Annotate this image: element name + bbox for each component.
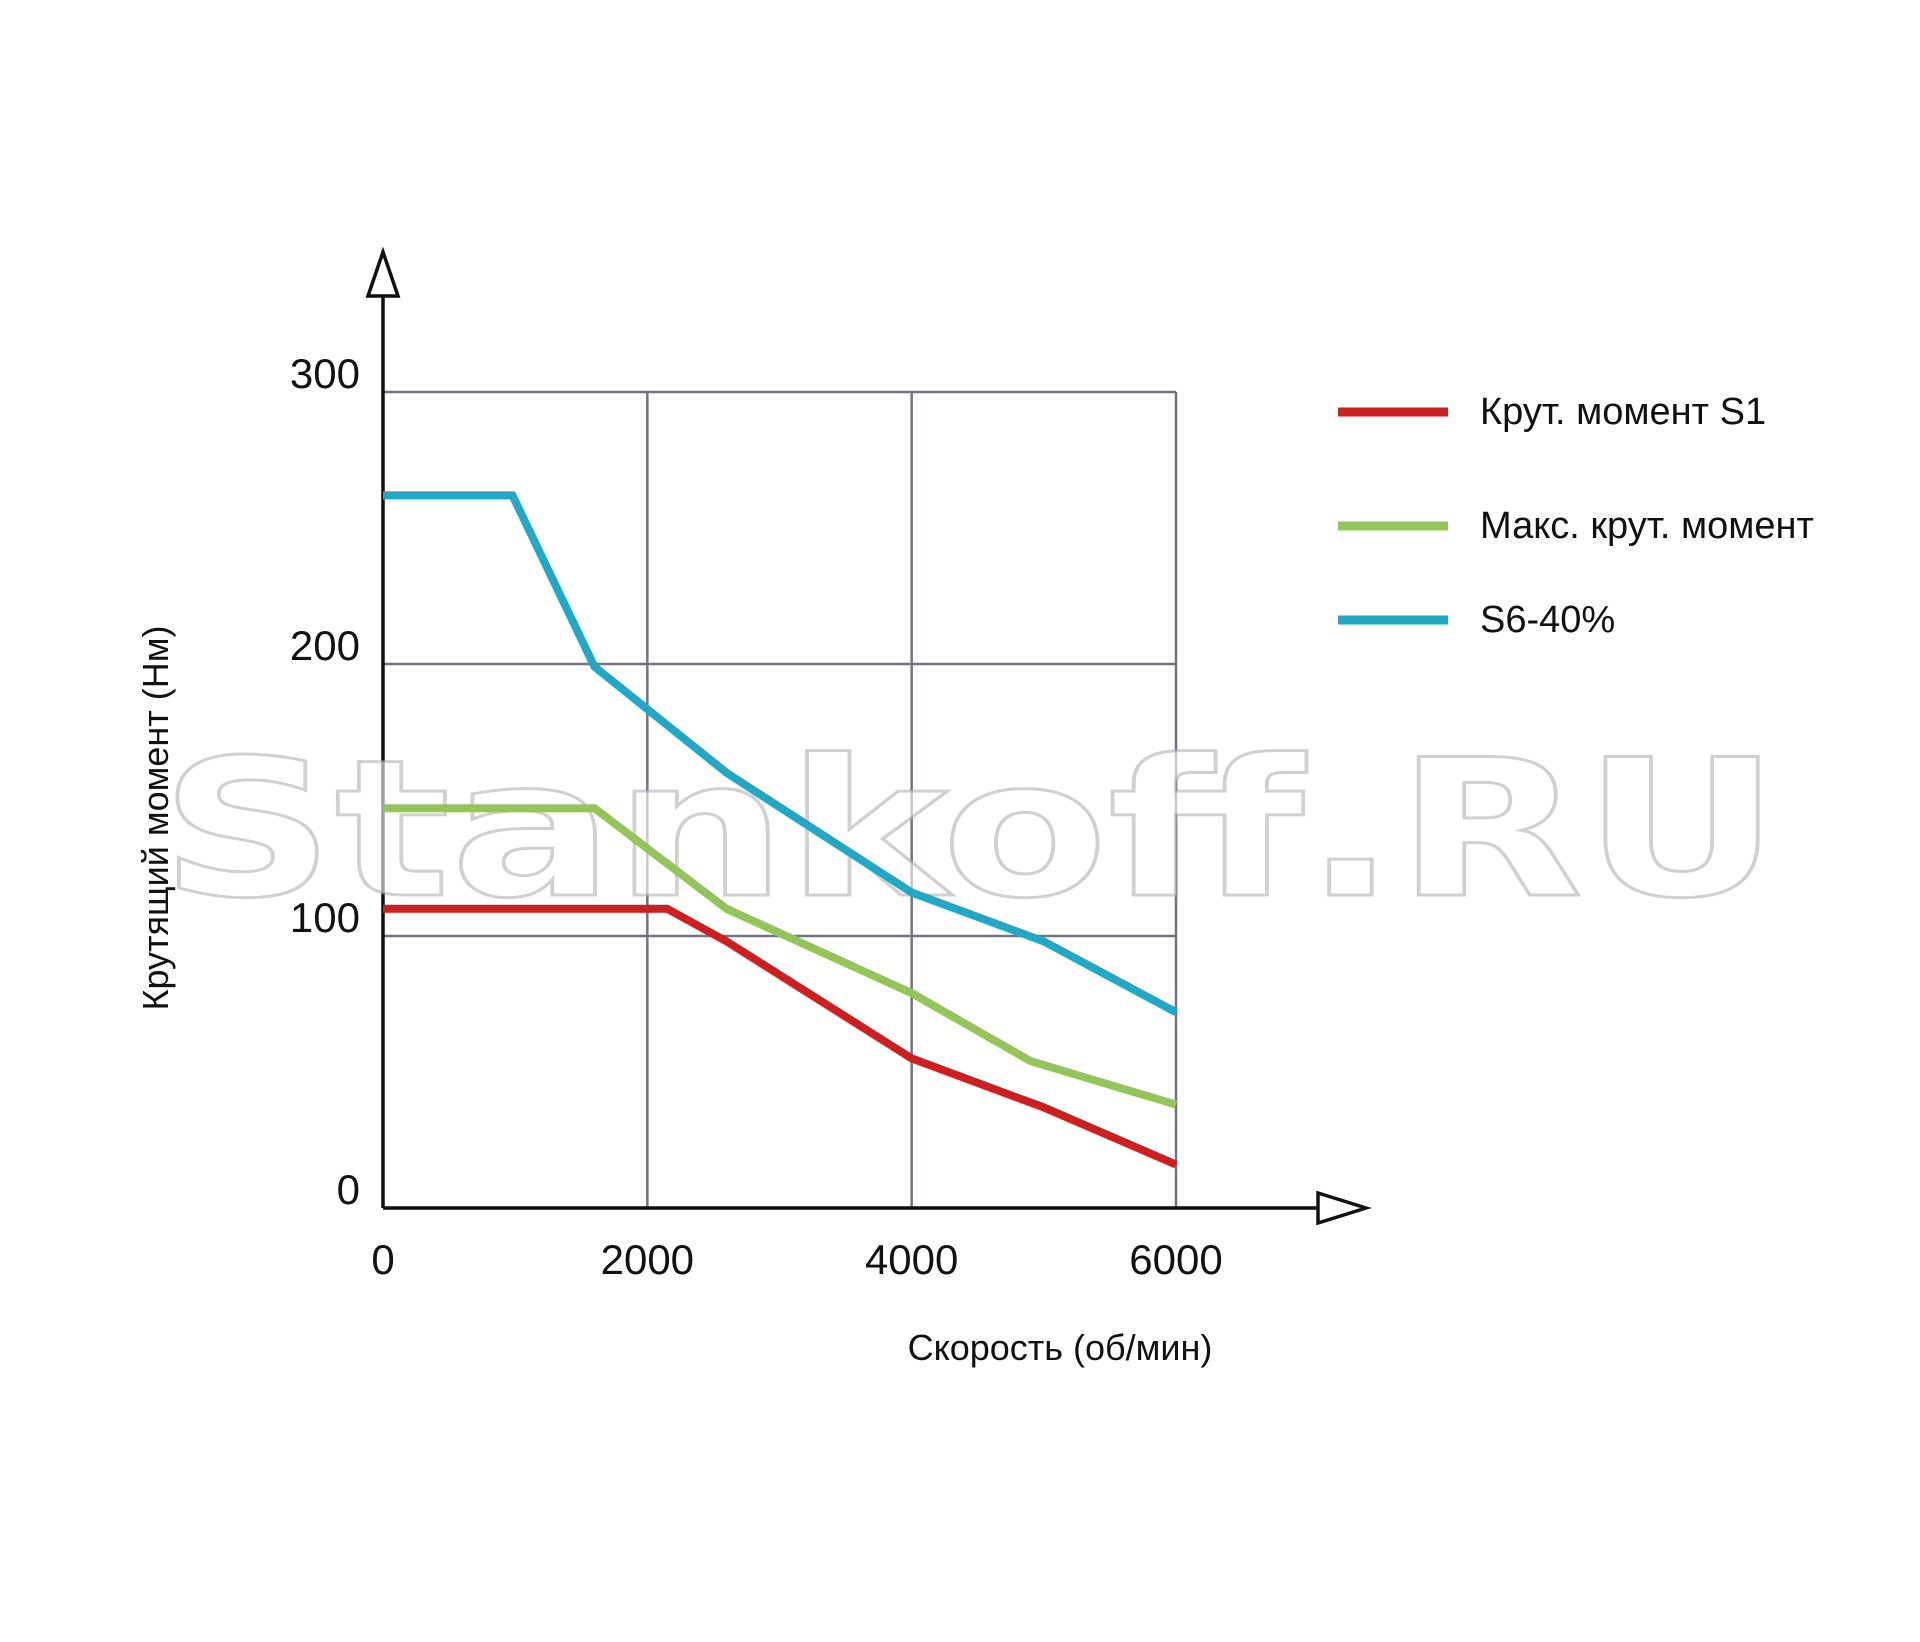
series-line-2	[383, 804, 1178, 1109]
tick-labels: 0 2000 4000 6000 0 100 200 300	[290, 350, 1223, 1283]
x-axis-title: Скорость (об/мин)	[908, 1327, 1213, 1368]
series-line-1	[383, 904, 1178, 1169]
y-axis-title: Крутящий момент (Нм)	[135, 625, 176, 1010]
y-axis-arrow	[365, 246, 401, 298]
x-axis-arrow	[1316, 1190, 1372, 1226]
y-tick-label: 0	[337, 1166, 360, 1213]
y-tick-label: 300	[290, 350, 360, 397]
legend: Крут. момент S1 Макс. крут. момент S6-40%	[1338, 391, 1814, 641]
axes	[365, 246, 1372, 1226]
x-tick-label: 6000	[1129, 1236, 1222, 1283]
grid	[383, 390, 1178, 1208]
legend-item-1: Крут. момент S1	[1338, 391, 1766, 433]
legend-item-2: Макс. крут. момент	[1338, 505, 1814, 547]
series-lines	[383, 491, 1178, 1169]
legend-label: Макс. крут. момент	[1480, 505, 1814, 547]
legend-label: S6-40%	[1480, 599, 1615, 641]
legend-label: Крут. момент S1	[1480, 391, 1766, 433]
x-tick-label: 0	[371, 1236, 394, 1283]
legend-item-3: S6-40%	[1338, 599, 1615, 641]
y-tick-label: 100	[290, 894, 360, 941]
watermark: Stankoff.RU	[160, 719, 1780, 940]
y-tick-label: 200	[290, 622, 360, 669]
x-tick-label: 4000	[865, 1236, 958, 1283]
series-line-3	[383, 491, 1178, 1016]
x-tick-label: 2000	[601, 1236, 694, 1283]
